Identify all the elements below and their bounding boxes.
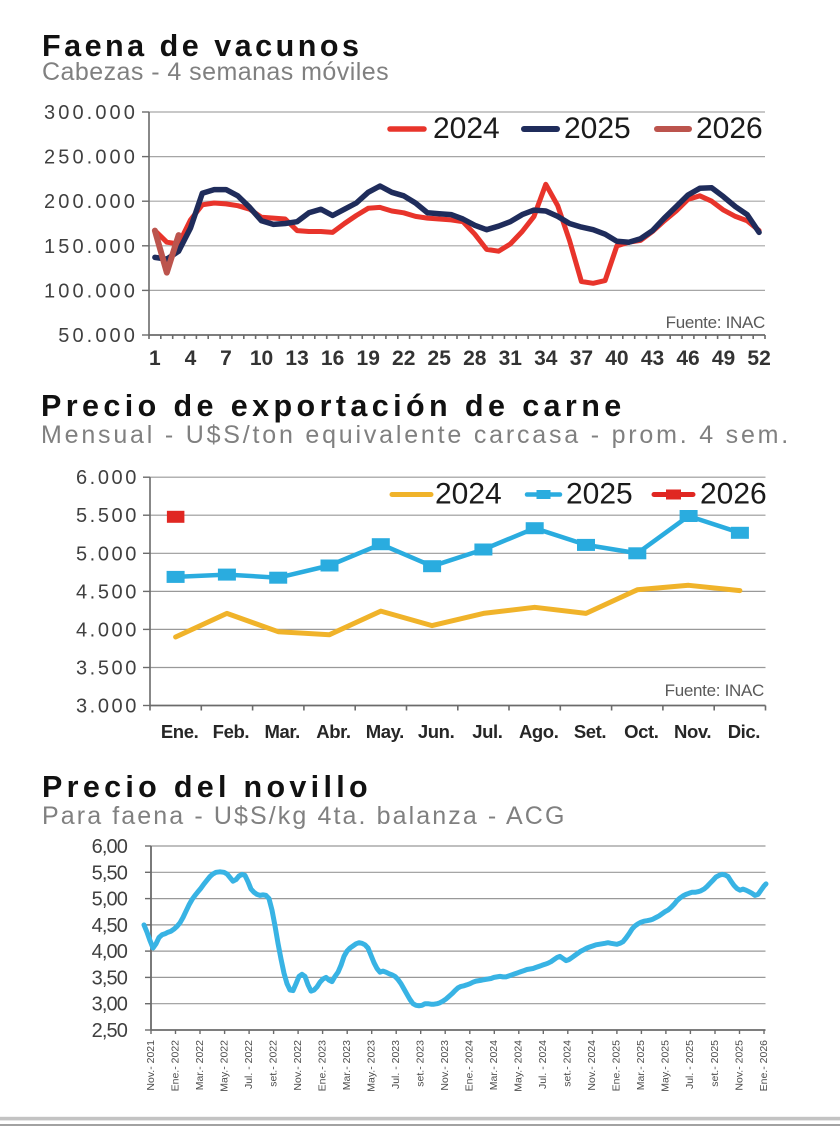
svg-text:1: 1 (149, 347, 161, 370)
svg-text:Nov.- 2023: Nov.- 2023 (439, 1040, 451, 1091)
svg-text:200.000: 200.000 (44, 191, 138, 213)
svg-text:4.000: 4.000 (76, 619, 139, 641)
svg-text:Cabezas - 4 semanas móviles: Cabezas - 4 semanas móviles (42, 58, 389, 86)
svg-text:300.000: 300.000 (44, 102, 138, 124)
svg-text:Set.: Set. (574, 721, 606, 742)
svg-text:May.- 2022: May.- 2022 (218, 1040, 230, 1092)
svg-text:Ene.- 2026: Ene.- 2026 (758, 1040, 770, 1092)
svg-text:3.000: 3.000 (76, 696, 139, 718)
svg-text:16: 16 (321, 347, 344, 370)
svg-text:3,50: 3,50 (92, 967, 128, 989)
svg-text:Precio de exportación de carne: Precio de exportación de carne (41, 389, 626, 423)
svg-text:set.- 2025: set.- 2025 (709, 1040, 721, 1087)
svg-text:5,00: 5,00 (92, 889, 128, 911)
svg-text:2025: 2025 (564, 112, 631, 145)
svg-text:19: 19 (357, 347, 380, 370)
svg-text:2026: 2026 (696, 112, 763, 145)
svg-text:3,00: 3,00 (92, 994, 128, 1016)
svg-text:4,50: 4,50 (92, 915, 128, 937)
svg-text:Mar.- 2024: Mar.- 2024 (488, 1040, 500, 1090)
svg-text:Nov.- 2024: Nov.- 2024 (586, 1040, 598, 1091)
svg-text:set.- 2022: set.- 2022 (267, 1040, 279, 1087)
svg-text:22: 22 (392, 347, 415, 370)
svg-text:2026: 2026 (700, 478, 767, 511)
svg-text:4,00: 4,00 (92, 941, 128, 963)
svg-text:Ene.- 2022: Ene.- 2022 (169, 1040, 181, 1092)
svg-text:Jul.: Jul. (472, 721, 502, 742)
svg-text:set.- 2024: set.- 2024 (562, 1040, 574, 1087)
svg-text:Dic.: Dic. (728, 721, 760, 742)
svg-text:37: 37 (570, 347, 593, 370)
svg-text:46: 46 (676, 347, 699, 370)
svg-text:2024: 2024 (435, 478, 502, 511)
svg-text:Feb.: Feb. (213, 721, 249, 742)
svg-text:set.- 2023: set.- 2023 (414, 1040, 426, 1087)
svg-text:Precio del novillo: Precio del novillo (42, 770, 372, 804)
svg-text:6.000: 6.000 (76, 467, 139, 489)
svg-text:Jul. - 2025: Jul. - 2025 (684, 1040, 696, 1089)
svg-text:May.- 2023: May.- 2023 (365, 1040, 377, 1092)
svg-text:Oct.: Oct. (624, 721, 658, 742)
svg-text:13: 13 (285, 347, 308, 370)
svg-text:Abr.: Abr. (316, 721, 350, 742)
svg-text:Mar.- 2023: Mar.- 2023 (341, 1040, 353, 1090)
svg-text:Jul. - 2024: Jul. - 2024 (537, 1040, 549, 1089)
svg-text:5.500: 5.500 (76, 505, 139, 527)
svg-text:Mensual - U$S/ton equivalente: Mensual - U$S/ton equivalente carcasa - … (41, 421, 791, 449)
svg-text:2025: 2025 (566, 478, 633, 511)
svg-text:4: 4 (185, 347, 197, 370)
svg-text:Ene.- 2025: Ene.- 2025 (611, 1040, 623, 1092)
svg-text:52: 52 (747, 347, 770, 370)
svg-text:Fuente: INAC: Fuente: INAC (666, 313, 765, 332)
svg-text:49: 49 (712, 347, 735, 370)
svg-text:Mar.- 2022: Mar.- 2022 (194, 1040, 206, 1090)
svg-text:150.000: 150.000 (44, 236, 138, 258)
svg-text:250.000: 250.000 (44, 147, 138, 169)
svg-text:100.000: 100.000 (44, 280, 138, 302)
svg-text:50.000: 50.000 (58, 325, 138, 347)
svg-text:40: 40 (605, 347, 628, 370)
svg-text:7: 7 (220, 347, 232, 370)
svg-text:25: 25 (428, 347, 452, 370)
svg-text:4.500: 4.500 (76, 581, 139, 603)
svg-text:2024: 2024 (433, 112, 500, 145)
svg-text:Jul. - 2023: Jul. - 2023 (390, 1040, 402, 1089)
svg-text:Faena de vacunos: Faena de vacunos (42, 29, 362, 63)
svg-text:Jul. - 2022: Jul. - 2022 (243, 1040, 255, 1089)
svg-text:6,00: 6,00 (92, 836, 128, 858)
svg-text:3.500: 3.500 (76, 658, 139, 680)
svg-text:May.- 2025: May.- 2025 (660, 1040, 672, 1092)
svg-text:Ene.- 2024: Ene.- 2024 (464, 1040, 476, 1092)
svg-text:May.: May. (366, 721, 404, 742)
svg-text:43: 43 (641, 347, 664, 370)
svg-text:Mar.: Mar. (264, 721, 299, 742)
svg-text:Fuente: INAC: Fuente: INAC (665, 681, 764, 700)
svg-text:Jun.: Jun. (418, 721, 454, 742)
svg-text:34: 34 (534, 347, 558, 370)
svg-text:5.000: 5.000 (76, 543, 139, 565)
svg-text:Nov.: Nov. (674, 721, 711, 742)
svg-text:5,50: 5,50 (92, 862, 128, 884)
svg-text:Ene.- 2023: Ene.- 2023 (316, 1040, 328, 1092)
svg-text:10: 10 (250, 347, 273, 370)
svg-text:Mar.- 2025: Mar.- 2025 (635, 1040, 647, 1090)
svg-text:Nov.- 2022: Nov.- 2022 (292, 1040, 304, 1091)
svg-text:Ago.: Ago. (519, 721, 559, 742)
svg-text:28: 28 (463, 347, 487, 370)
svg-text:Ene.: Ene. (161, 721, 198, 742)
svg-text:31: 31 (499, 347, 523, 370)
svg-text:May.- 2024: May.- 2024 (513, 1040, 525, 1092)
svg-text:Para faena - U$S/kg 4ta. balan: Para faena - U$S/kg 4ta. balanza - ACG (42, 802, 567, 830)
svg-text:2,50: 2,50 (92, 1020, 128, 1042)
svg-text:Nov.- 2025: Nov.- 2025 (733, 1040, 745, 1091)
svg-text:Nov.- 2021: Nov.- 2021 (145, 1040, 157, 1091)
